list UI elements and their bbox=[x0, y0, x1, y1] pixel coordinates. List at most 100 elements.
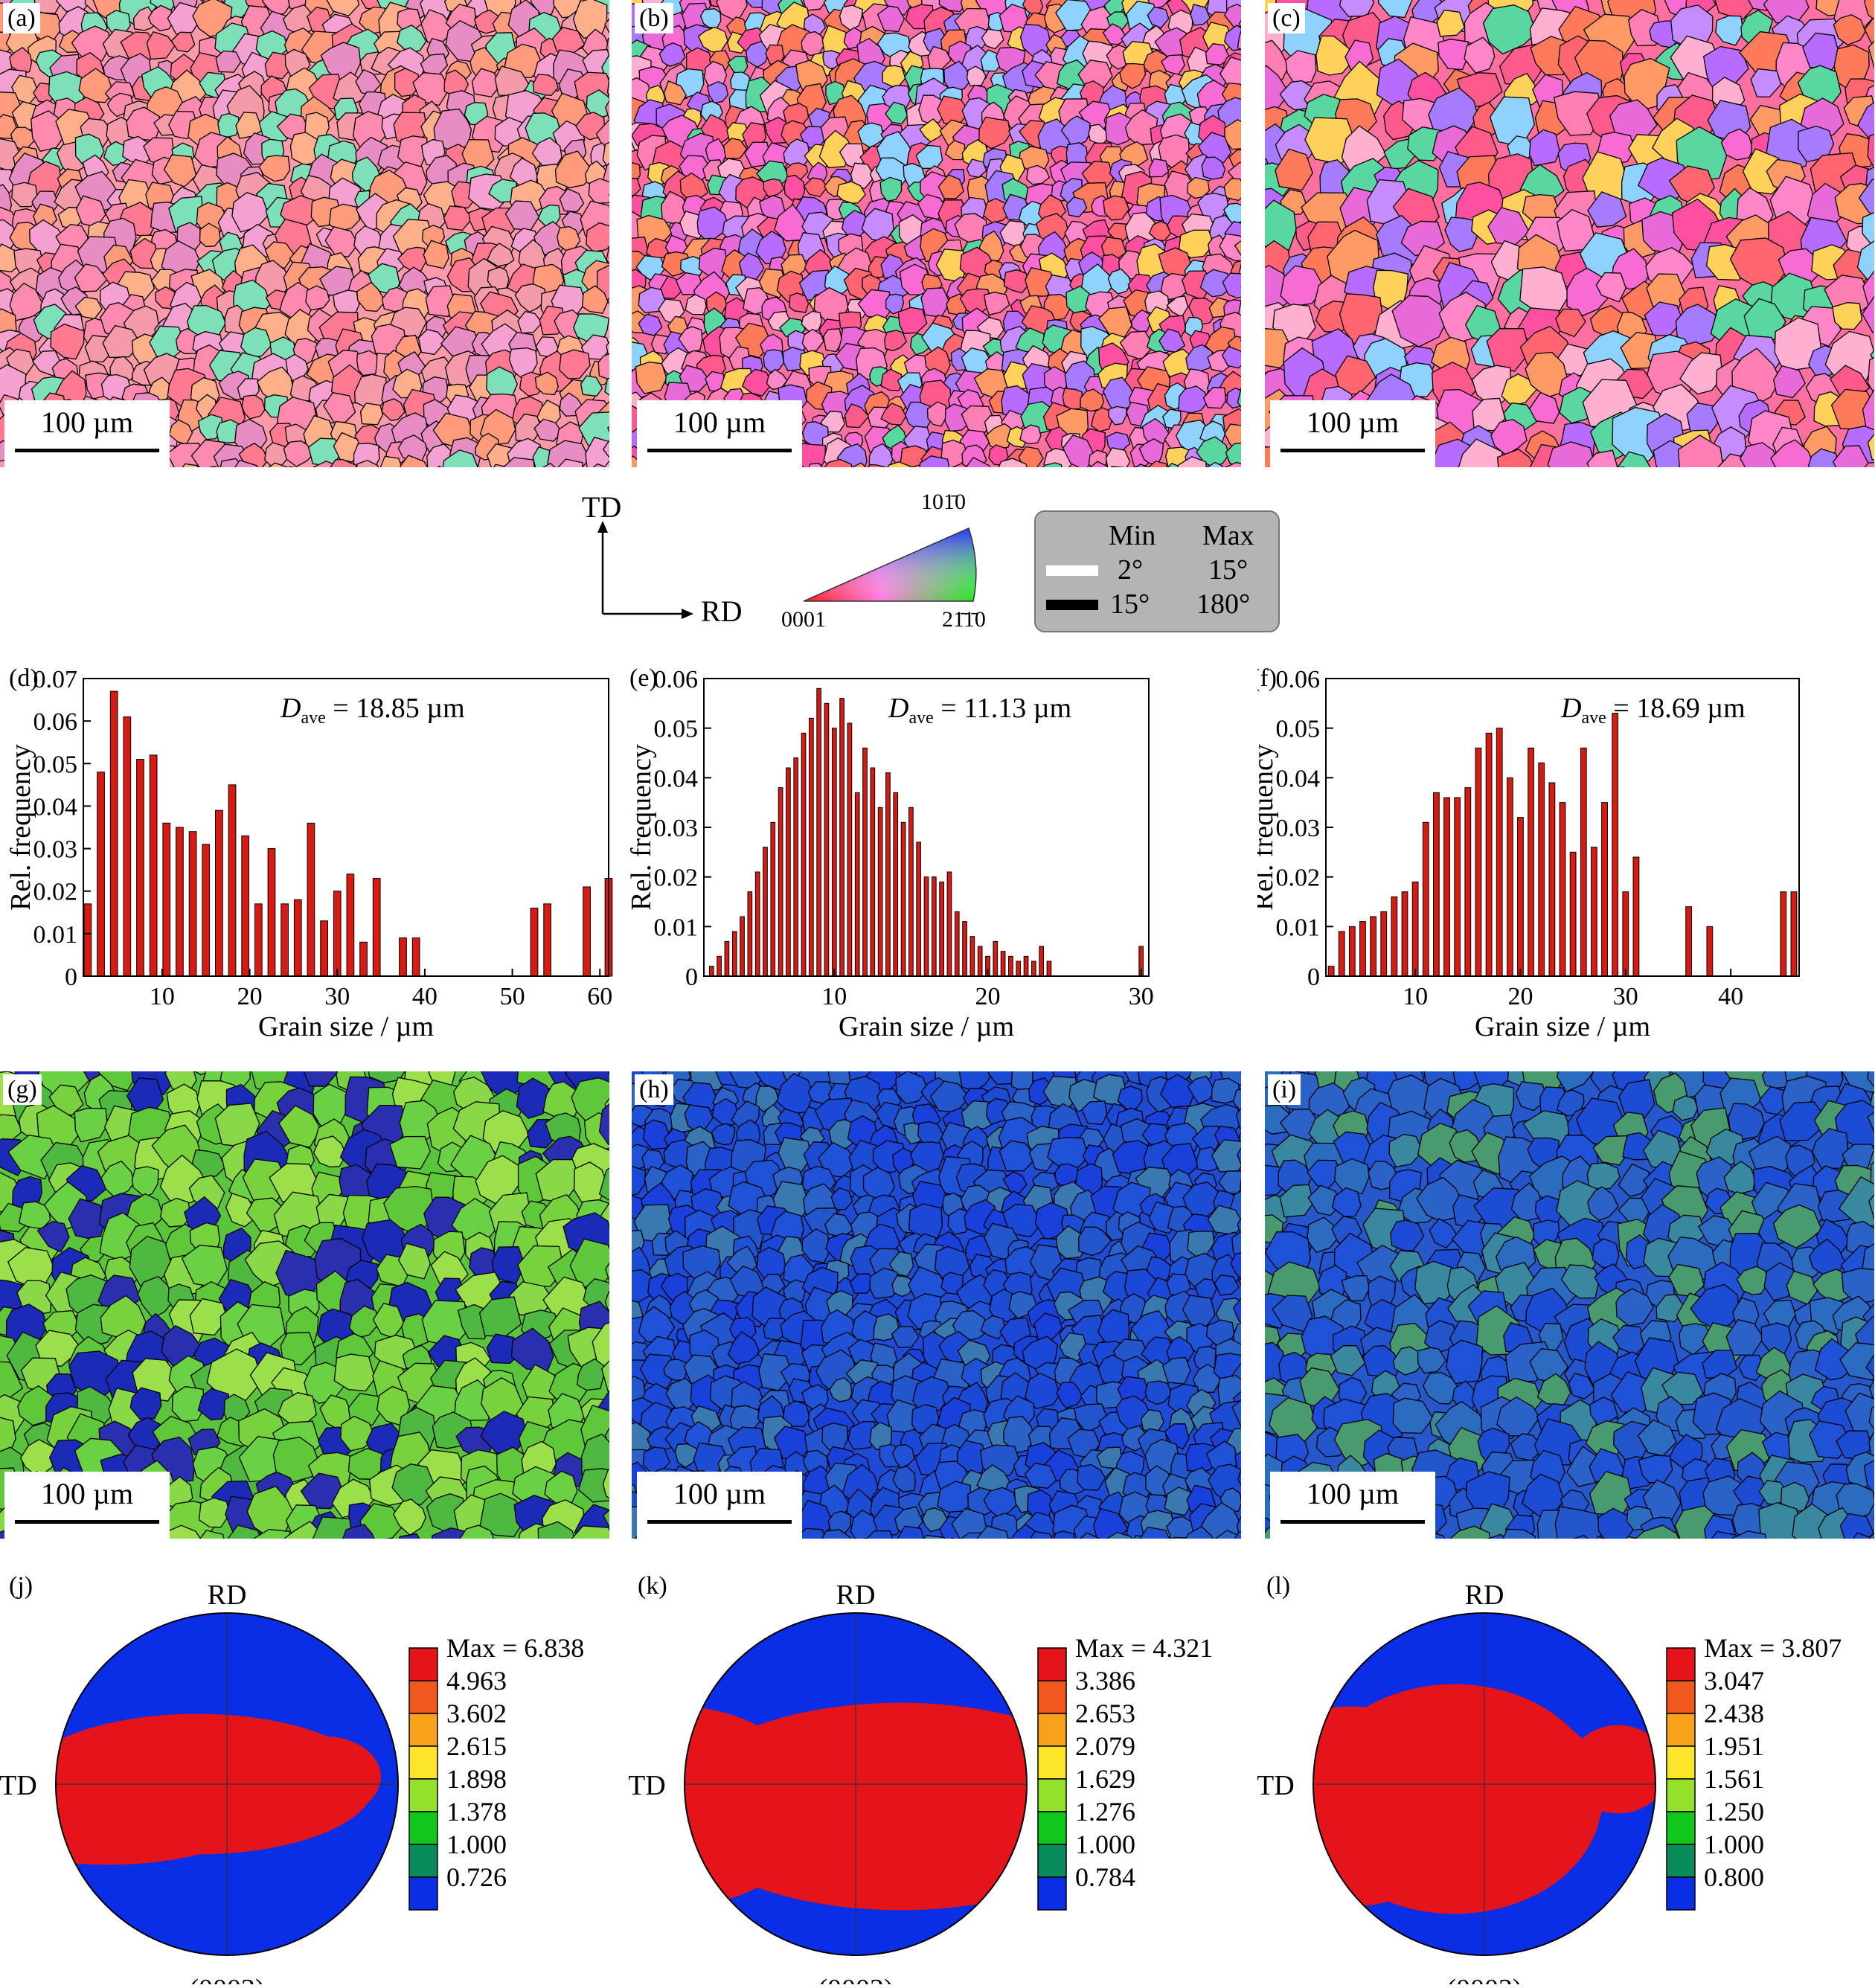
panel-label: (l) bbox=[1266, 1572, 1290, 1600]
histogram-bar bbox=[1580, 748, 1586, 976]
color-scale-swatch bbox=[1038, 1713, 1066, 1746]
panel-label-i: (i) bbox=[1268, 1074, 1301, 1105]
histogram-bar bbox=[1496, 728, 1502, 976]
contour-level-label: 1.000 bbox=[1075, 1830, 1135, 1859]
scale-bar-b: 100 µm bbox=[637, 400, 802, 467]
y-tick-label: 0.05 bbox=[33, 751, 78, 778]
y-tick-label: 0.01 bbox=[1276, 914, 1321, 941]
histogram-bar bbox=[544, 904, 551, 976]
histogram-bar bbox=[947, 872, 952, 976]
histogram-bar bbox=[1549, 783, 1555, 976]
histogram-bar bbox=[307, 823, 315, 976]
histogram-bar bbox=[778, 788, 783, 976]
contour-level-label: 1.250 bbox=[1704, 1797, 1764, 1827]
color-scale-swatch bbox=[1038, 1812, 1066, 1844]
histogram-bar bbox=[124, 716, 131, 976]
histogram-bar bbox=[84, 904, 92, 976]
color-scale-swatch bbox=[1667, 1779, 1695, 1812]
color-scale-swatch bbox=[1667, 1877, 1695, 1910]
kam-map-h bbox=[632, 1071, 1241, 1539]
y-tick-label: 0.01 bbox=[33, 921, 78, 949]
scale-bar-label: 100 µm bbox=[637, 1476, 802, 1511]
histogram-bar bbox=[1032, 961, 1036, 976]
max-intensity-label: Max = 6.838 bbox=[446, 1633, 584, 1663]
histogram-bar bbox=[163, 823, 170, 976]
histogram-bar bbox=[400, 938, 407, 976]
histogram-bar bbox=[740, 917, 745, 976]
panel-label-g: (g) bbox=[3, 1074, 42, 1105]
histogram-bar bbox=[1423, 822, 1429, 976]
scale-bar-label: 100 µm bbox=[4, 1476, 170, 1511]
histogram-bar bbox=[978, 946, 982, 976]
histogram-bar bbox=[189, 832, 196, 976]
histogram-bar bbox=[801, 733, 806, 976]
y-tick-label: 0.06 bbox=[33, 708, 78, 736]
histogram-bar bbox=[137, 760, 144, 976]
y-axis-label: Rel. frequency bbox=[1257, 744, 1279, 911]
color-scale-swatch bbox=[1038, 1681, 1066, 1713]
scale-bar-c: 100 µm bbox=[1270, 400, 1435, 467]
x-tick-label: 10 bbox=[1403, 983, 1428, 1010]
color-scale-swatch bbox=[1667, 1746, 1695, 1779]
scale-bar-a: 100 µm bbox=[4, 400, 170, 467]
panel-label: (j) bbox=[9, 1572, 33, 1600]
histogram-bar bbox=[810, 718, 814, 976]
axis-label-td: TD bbox=[582, 490, 621, 525]
histogram-bar bbox=[1612, 714, 1618, 976]
histogram-bar bbox=[1349, 926, 1355, 976]
panel-label-c: (c) bbox=[1268, 3, 1305, 33]
histogram-bar bbox=[1039, 946, 1044, 976]
ipf-label-right: 21̄1̄0 bbox=[942, 607, 986, 632]
histogram-bar bbox=[1570, 852, 1576, 976]
td-label: TD bbox=[1257, 1770, 1295, 1801]
legend-row2-max: 180° bbox=[1196, 588, 1250, 621]
y-tick-label: 0.03 bbox=[33, 836, 78, 864]
low-angle-swatch bbox=[1046, 565, 1098, 576]
histogram-bar bbox=[909, 807, 914, 976]
contour-level-label: 3.047 bbox=[1704, 1666, 1764, 1696]
y-tick-label: 0.05 bbox=[1276, 716, 1321, 743]
boundary-legend: Min Max 2° 15° 15° 180° bbox=[1034, 510, 1280, 632]
x-tick-label: 10 bbox=[150, 983, 175, 1010]
color-scale-swatch bbox=[1038, 1779, 1066, 1812]
y-tick-label: 0.03 bbox=[1276, 815, 1321, 842]
histogram-bar bbox=[894, 792, 898, 976]
ipf-label-top: 101̄0 bbox=[921, 490, 966, 515]
contour-level-label: 1.276 bbox=[1075, 1797, 1135, 1827]
color-scale-swatch bbox=[1667, 1681, 1695, 1713]
contour-level-label: 1.378 bbox=[446, 1797, 507, 1827]
color-scale-swatch bbox=[409, 1844, 438, 1877]
histogram-bar bbox=[268, 849, 275, 976]
histogram-bar bbox=[1707, 926, 1713, 976]
histogram-bar bbox=[832, 728, 836, 976]
legend-min-header: Min bbox=[1109, 519, 1156, 552]
color-scale-swatch bbox=[409, 1713, 438, 1746]
histogram-bar bbox=[1009, 956, 1013, 976]
histogram-bar bbox=[1475, 748, 1481, 976]
histogram-bar bbox=[281, 904, 289, 976]
histogram-bar bbox=[1328, 966, 1334, 976]
histogram-bar bbox=[993, 941, 998, 976]
x-tick-label: 30 bbox=[1129, 983, 1154, 1010]
legend-max-header: Max bbox=[1202, 519, 1254, 552]
histogram-bar bbox=[901, 822, 906, 976]
histogram-bar bbox=[847, 723, 852, 976]
histogram-bar bbox=[1444, 798, 1450, 976]
histogram-bar bbox=[755, 872, 760, 976]
y-tick-label: 0 bbox=[65, 963, 77, 991]
y-tick-label: 0.04 bbox=[654, 765, 699, 792]
x-axis-label: Grain size / µm bbox=[1475, 1011, 1650, 1042]
y-tick-label: 0.02 bbox=[654, 865, 699, 892]
histogram-bar bbox=[886, 773, 891, 976]
y-tick-label: 0 bbox=[1307, 963, 1320, 991]
y-tick-label: 0.01 bbox=[654, 914, 699, 941]
histogram-bar bbox=[717, 956, 722, 976]
color-scale-swatch bbox=[409, 1648, 438, 1681]
color-scale-swatch bbox=[1038, 1844, 1066, 1877]
